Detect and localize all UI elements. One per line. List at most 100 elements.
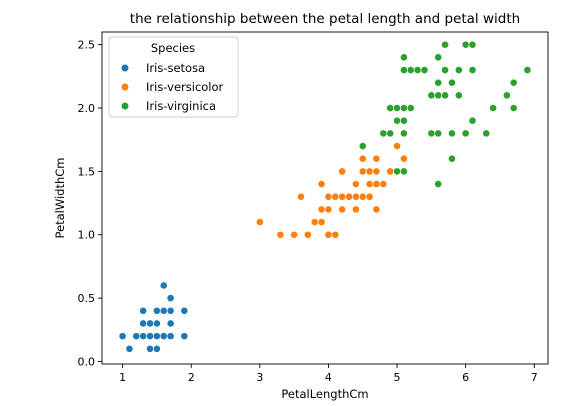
legend: Species Iris-setosa Iris-versicolor Iris-v… [108,36,239,118]
data-point [509,78,518,87]
data-point [132,332,141,341]
data-point [372,167,381,176]
data-point [454,66,463,74]
data-point [310,218,319,226]
data-point [345,192,353,201]
data-point [166,306,175,315]
y-tick-label: 1.0 [78,229,96,242]
legend-entries: Iris-setosa Iris-versicolor Iris-virginica [120,61,224,113]
x-tick-label: 6 [462,371,469,384]
data-point [420,66,429,74]
x-tick-label: 7 [531,371,538,384]
data-point [461,40,470,49]
data-point [372,205,381,214]
data-point [125,344,134,353]
data-point [118,332,127,341]
data-point [297,192,305,201]
data-point [400,104,408,112]
data-point [166,294,175,303]
data-point [303,230,312,239]
data-point [434,78,443,87]
data-point [427,129,436,138]
data-point [159,332,168,341]
x-tick-label: 1 [119,371,126,384]
y-axis-label: PetalWidthCm [53,158,67,239]
data-point [166,332,175,341]
data-point [159,281,168,290]
data-point [468,116,477,125]
data-point [372,154,381,163]
data-point [448,78,456,87]
data-point [400,53,408,62]
data-point [379,129,388,138]
y-axis-ticks: 0.0 0.5 1.0 1.5 2.0 2.5 [78,39,102,368]
y-tick-label: 2.0 [78,102,96,115]
plot-frame [101,31,549,365]
data-point [317,205,326,214]
data-point [146,332,154,341]
data-point [180,306,189,315]
legend-marker [120,101,130,111]
data-point [386,129,395,138]
x-tick-label: 2 [188,371,195,384]
data-point [406,104,415,112]
y-tick-label: 1.5 [78,165,96,178]
data-point [351,180,360,188]
legend-label: Iris-versicolor [146,80,224,94]
data-point [400,129,408,138]
data-point [365,192,374,201]
data-point [159,306,168,315]
data-point [331,192,340,201]
data-point [509,104,518,112]
data-point [152,344,161,353]
data-point [139,306,148,315]
data-point [489,104,498,112]
data-point [482,129,491,138]
data-point [400,66,408,74]
data-point [393,167,401,176]
data-point [180,332,189,341]
data-point [365,180,374,188]
points-layer [118,40,532,353]
data-point [152,319,161,328]
data-point [358,192,367,201]
data-point [317,218,326,226]
data-point [152,306,161,315]
data-point [146,319,154,328]
data-point [400,167,408,176]
data-point [139,332,148,341]
x-tick-label: 4 [325,371,332,384]
data-point [358,167,367,176]
data-point [434,129,443,138]
data-point [358,142,367,150]
data-point [393,142,401,150]
data-point [152,332,161,341]
legend-box [108,36,239,118]
y-tick-label: 2.5 [78,39,96,52]
data-point [454,91,463,100]
legend-label: Iris-virginica [146,99,216,113]
data-point [468,40,477,49]
data-point [393,116,401,125]
data-point [434,91,443,100]
data-point [400,116,408,125]
data-point [441,66,449,74]
data-point [461,129,470,138]
data-point [386,104,395,112]
data-point [434,180,443,188]
data-point [448,154,456,163]
x-axis-label: PetalLengthCm [281,387,368,401]
data-point [276,230,285,239]
chart-title: the relationship between the petal lengt… [130,11,520,27]
data-point [365,167,374,176]
data-point [351,205,360,214]
x-tick-label: 3 [256,371,263,384]
data-point [441,91,449,100]
data-point [338,192,347,201]
data-point [427,91,436,100]
data-point [379,180,388,188]
data-point [324,192,333,201]
data-point [255,218,264,226]
data-point [386,167,395,176]
